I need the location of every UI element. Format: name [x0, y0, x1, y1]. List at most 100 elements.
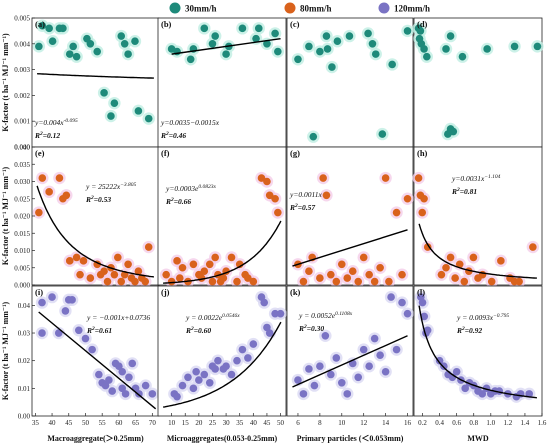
- data-point-4: [423, 326, 432, 335]
- panel-f: (f) y=0.0003e0.0823x R2=0.66: [157, 146, 287, 288]
- data-point-7: [69, 42, 77, 51]
- data-point-14: [108, 387, 117, 395]
- x-tick-label: 40: [49, 419, 57, 427]
- equation-exponent: 0.0823x: [198, 184, 216, 190]
- data-point-15: [478, 390, 487, 398]
- data-point-18: [233, 277, 241, 286]
- data-point-15: [219, 274, 228, 282]
- data-point-7: [222, 50, 230, 58]
- data-point-0: [162, 270, 170, 279]
- data-point-2: [305, 267, 313, 276]
- data-point-20: [125, 373, 133, 382]
- data-point-3: [54, 329, 63, 337]
- data-point-11: [458, 52, 467, 61]
- data-point-17: [381, 174, 390, 182]
- data-point-15: [117, 32, 126, 40]
- data-point-7: [72, 253, 81, 262]
- data-point-1: [305, 42, 313, 51]
- y-tick-label: 0.025: [14, 195, 30, 203]
- data-point-13: [107, 112, 115, 120]
- data-point-10: [252, 34, 260, 43]
- data-point-16: [120, 40, 129, 48]
- data-point-8: [337, 379, 346, 387]
- x-tick-label: 1.2: [503, 419, 512, 427]
- data-point-10: [211, 365, 219, 373]
- data-point-16: [376, 263, 384, 272]
- x-tick-label: 0.4: [435, 419, 444, 427]
- y-tick-label: 0.010: [14, 247, 30, 255]
- data-point-15: [487, 277, 496, 286]
- data-point-1: [38, 329, 46, 337]
- equation-text: y = 25222x−3.805: [85, 182, 137, 191]
- x-tick-label: 60: [115, 419, 123, 427]
- fit-line: [292, 229, 408, 267]
- data-point-25: [148, 390, 157, 398]
- data-point-3: [316, 47, 324, 56]
- x-tick-label: 0.2: [418, 419, 427, 427]
- data-point-7: [200, 370, 209, 379]
- data-point-11: [348, 267, 357, 276]
- data-point-13: [222, 362, 230, 371]
- data-point-1: [418, 298, 427, 307]
- panel-g: (g) y=0.0011x R2=0.57: [286, 146, 414, 288]
- data-point-13: [365, 362, 373, 371]
- data-point-11: [371, 50, 380, 58]
- panel-letter: (l): [417, 287, 425, 297]
- data-point-25: [265, 191, 274, 200]
- data-point-3: [55, 174, 64, 182]
- equation-text: y=0.0011x: [289, 190, 322, 199]
- data-point-0: [35, 42, 43, 51]
- y-tick-label: 0.000: [14, 282, 30, 290]
- axis-labels: 0.000 0.001 0.002 0.003 0.004 0.005 K-factor (…: [1, 15, 547, 444]
- data-point-9: [343, 390, 352, 398]
- data-point-1: [299, 390, 308, 398]
- data-point-0: [35, 208, 43, 217]
- equation-exponent: -0.095: [64, 118, 78, 124]
- data-point-26: [144, 243, 153, 251]
- y-tick-label: 0.004: [14, 40, 30, 48]
- data-point-4: [178, 263, 187, 272]
- panel-frame: [157, 17, 287, 148]
- data-point-2: [418, 208, 427, 217]
- data-point-4: [189, 384, 198, 393]
- data-point-12: [354, 277, 363, 286]
- fit-line: [292, 335, 408, 388]
- data-point-20: [398, 270, 406, 279]
- data-point-26: [271, 194, 279, 203]
- x-tick-label: 65: [132, 419, 140, 427]
- data-point-21: [403, 194, 412, 203]
- data-point-23: [134, 267, 143, 276]
- data-point-12: [378, 130, 387, 138]
- x-tick-label: 25: [209, 419, 217, 427]
- x-axis-label: Microaggregates(0.053-0.25mm): [167, 434, 278, 443]
- data-point-9: [455, 260, 464, 269]
- data-point-6: [195, 376, 203, 384]
- data-point-2: [305, 365, 313, 373]
- data-point-8: [81, 334, 90, 343]
- y-axis-label: K-factor (t ha⁻¹ MJ⁻¹ mm⁻¹): [1, 301, 10, 400]
- x-tick-label: 0.6: [452, 419, 461, 427]
- y-tick-label: 0.00: [18, 413, 31, 421]
- data-point-21: [128, 359, 137, 368]
- data-point-2: [309, 132, 318, 141]
- x-tick-label: 8: [318, 419, 322, 427]
- data-point-14: [103, 277, 112, 286]
- data-point-18: [249, 340, 258, 348]
- data-point-21: [244, 274, 252, 282]
- data-point-17: [387, 293, 395, 301]
- legend-marker-1: [284, 2, 296, 14]
- x-tick-label: 35: [236, 419, 244, 427]
- data-point-5: [323, 45, 332, 53]
- legend-label-1: 80mm/h: [300, 4, 332, 14]
- x-tick-label: 12: [360, 419, 368, 427]
- data-point-1: [416, 27, 425, 35]
- fit-line: [38, 311, 157, 410]
- panel-c: (c): [286, 17, 414, 148]
- data-point-2: [173, 257, 181, 265]
- fit-line: [37, 73, 154, 79]
- data-point-23: [271, 309, 279, 318]
- y-tick-label: 0.003: [14, 66, 30, 74]
- data-point-9: [452, 367, 461, 376]
- y-tick-label: 0.002: [14, 92, 30, 100]
